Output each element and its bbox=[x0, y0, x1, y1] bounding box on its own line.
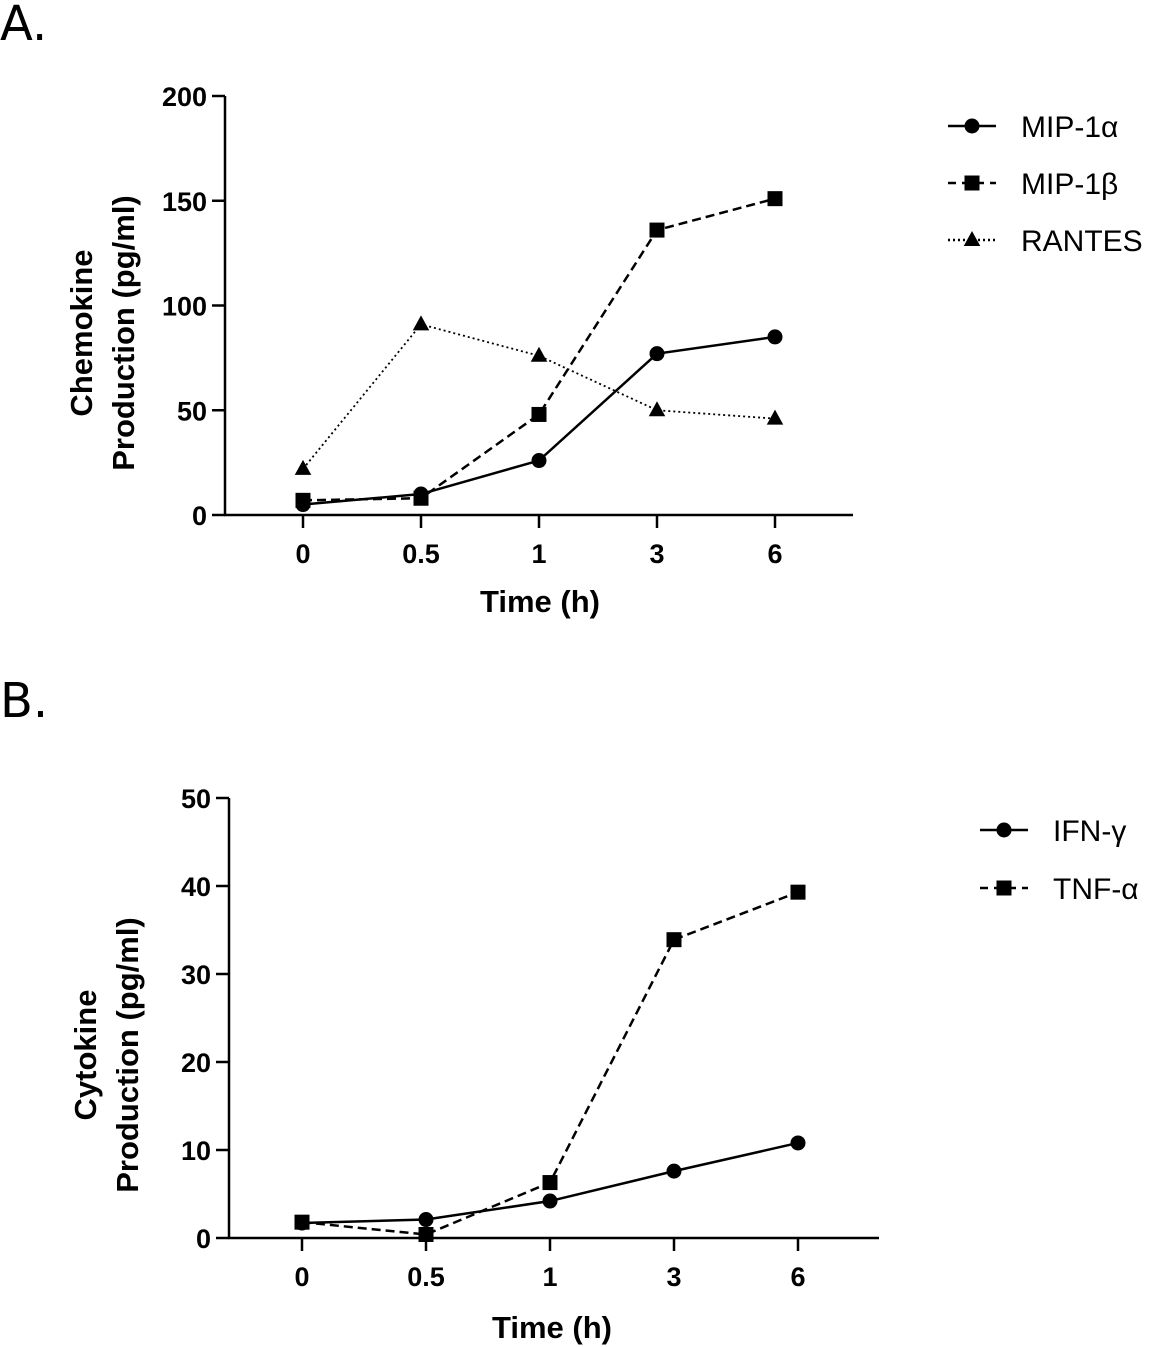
chartA-series-line-1 bbox=[302, 197, 776, 502]
chartB-y-tick-label: 10 bbox=[181, 1136, 211, 1166]
chart-b: 0 10 20 30 40 50 0 0.5 1 3 6 Time (h) Cytokine Produc… bbox=[68, 784, 1139, 1345]
chartA-legend-marker-1 bbox=[964, 175, 980, 191]
chartA-series-1-point bbox=[767, 191, 783, 207]
panel-label-a: A. bbox=[0, 0, 48, 52]
chartA-series-1-point bbox=[649, 222, 665, 238]
chartA-y-tick-label: 150 bbox=[162, 187, 207, 217]
chartB-y-tick-label: 30 bbox=[181, 960, 211, 990]
chartA-legend-label-1: MIP-1β bbox=[1021, 168, 1118, 201]
chartB-y-tick-label: 0 bbox=[196, 1224, 211, 1254]
chartB-series-1-point bbox=[790, 884, 806, 900]
chartB-x-tick-label: 1 bbox=[542, 1262, 557, 1292]
chartB-x-tick-label: 0 bbox=[294, 1262, 309, 1292]
chartB-series-1-point bbox=[542, 1175, 558, 1191]
chartA-x-tick-label: 0 bbox=[295, 539, 310, 569]
chartB-legend-label-0: IFN-γ bbox=[1053, 815, 1126, 848]
chartA-x-tick-label: 3 bbox=[649, 539, 664, 569]
chartA-series-1-point bbox=[531, 406, 547, 422]
chartB-y-axis-title-line: Cytokine bbox=[68, 990, 103, 1121]
chartA-series-1-point bbox=[413, 490, 429, 506]
chartB-x-tick-label: 3 bbox=[666, 1262, 681, 1292]
chartA-y-tick-label: 0 bbox=[192, 501, 207, 531]
chartA-series-2-point bbox=[648, 401, 666, 417]
chartB-series-1-point bbox=[294, 1214, 310, 1230]
chartA-series-0-point bbox=[649, 346, 665, 362]
chartB-x-tick-label: 0.5 bbox=[407, 1262, 445, 1292]
chartA-y-axis-title-line: Chemokine bbox=[64, 249, 99, 416]
chartA-legend-marker-0 bbox=[964, 118, 980, 134]
chartA-legend-marker-2 bbox=[963, 231, 981, 246]
chartA-x-axis-title: Time (h) bbox=[480, 584, 600, 619]
chartA-y-tick-label: 200 bbox=[162, 82, 207, 112]
chartB-legend-label-1: TNF-α bbox=[1053, 873, 1139, 906]
chartB-series-0-point bbox=[418, 1212, 434, 1228]
chartA-series-1-point bbox=[295, 492, 311, 508]
chartB-x-tick-label: 6 bbox=[790, 1262, 805, 1292]
chartA-series-0-point bbox=[767, 329, 783, 345]
chartB-series-1-point bbox=[418, 1226, 434, 1242]
chartA-y-axis-title-line: Production (pg/ml) bbox=[106, 195, 141, 471]
chartB-legend-marker-0 bbox=[996, 822, 1012, 838]
chartB-series-0-point bbox=[542, 1193, 558, 1209]
chartA-series-2-point bbox=[766, 409, 784, 425]
chartA-x-tick-label: 0.5 bbox=[402, 539, 440, 569]
chartB-series-1-point bbox=[666, 932, 682, 948]
chartA-legend-label-2: RANTES bbox=[1021, 225, 1143, 258]
chartB-x-axis-title: Time (h) bbox=[492, 1310, 612, 1345]
chartB-y-axis-title-line: Production (pg/ml) bbox=[110, 917, 145, 1193]
chartA-x-tick-label: 1 bbox=[531, 539, 546, 569]
chartA-series-2-point bbox=[294, 459, 312, 475]
chartA-x-tick-label: 6 bbox=[767, 539, 782, 569]
chartB-legend-marker-1 bbox=[996, 880, 1012, 896]
chartA-series-2-point bbox=[412, 315, 430, 331]
chartB-y-tick-label: 40 bbox=[181, 872, 211, 902]
chartB-series-0-point bbox=[790, 1135, 806, 1151]
chartA-legend-label-0: MIP-1α bbox=[1021, 111, 1118, 144]
chartA-series-2-point bbox=[530, 346, 548, 362]
chartB-y-tick-label: 50 bbox=[181, 784, 211, 814]
chartA-y-tick-label: 50 bbox=[177, 396, 207, 426]
chartA-y-tick-label: 100 bbox=[162, 292, 207, 322]
chartA-series-0-point bbox=[531, 453, 547, 469]
chartB-y-tick-label: 20 bbox=[181, 1048, 211, 1078]
panel-label-b: B. bbox=[0, 673, 49, 729]
chart-a: 0 50 100 150 200 0 0.5 1 3 6 Time (h) Chemokine Prod… bbox=[64, 82, 1143, 619]
chartB-series-0-point bbox=[666, 1163, 682, 1179]
